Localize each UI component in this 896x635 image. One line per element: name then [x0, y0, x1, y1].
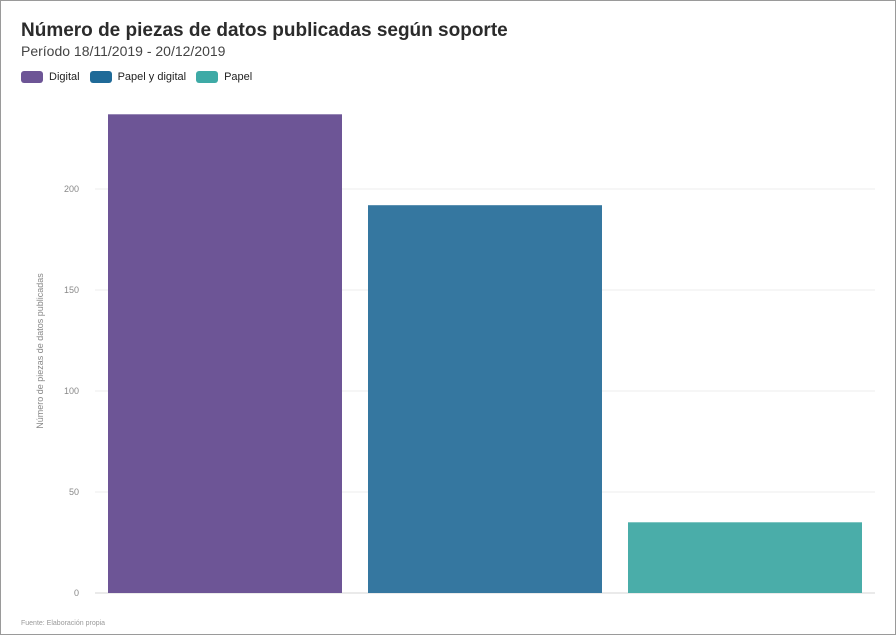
legend-swatch-digital	[21, 71, 43, 83]
y-tick-label-200: 200	[64, 184, 79, 194]
bar-papel-y-digital[interactable]	[368, 205, 602, 593]
chart-legend: Digital Papel y digital Papel	[21, 71, 262, 83]
y-axis-label: Número de piezas de datos publicadas	[35, 273, 45, 429]
bar-digital[interactable]	[108, 114, 342, 594]
legend-item-papel-y-digital[interactable]: Papel y digital	[89, 71, 187, 83]
legend-label-digital: Digital	[49, 71, 80, 83]
y-tick-label-50: 50	[69, 487, 79, 497]
source-note: Fuente: Elaboración propia	[21, 620, 106, 627]
y-tick-label-100: 100	[64, 386, 79, 396]
y-tick-label-0: 0	[74, 588, 79, 598]
bar-papel[interactable]	[628, 522, 862, 593]
legend-item-digital[interactable]: Digital	[21, 71, 80, 83]
legend-swatch-papel-y-digital	[89, 71, 112, 83]
y-tick-label-150: 150	[64, 285, 79, 295]
legend-label-papel-y-digital: Papel y digital	[117, 71, 187, 83]
legend-item-papel[interactable]: Papel	[196, 71, 252, 83]
legend-label-papel: Papel	[224, 71, 253, 83]
chart-title: Número de piezas de datos publicadas seg…	[21, 20, 508, 41]
legend-swatch-papel	[196, 71, 219, 83]
chart-subtitle: Período 18/11/2019 - 20/12/2019	[21, 43, 226, 59]
